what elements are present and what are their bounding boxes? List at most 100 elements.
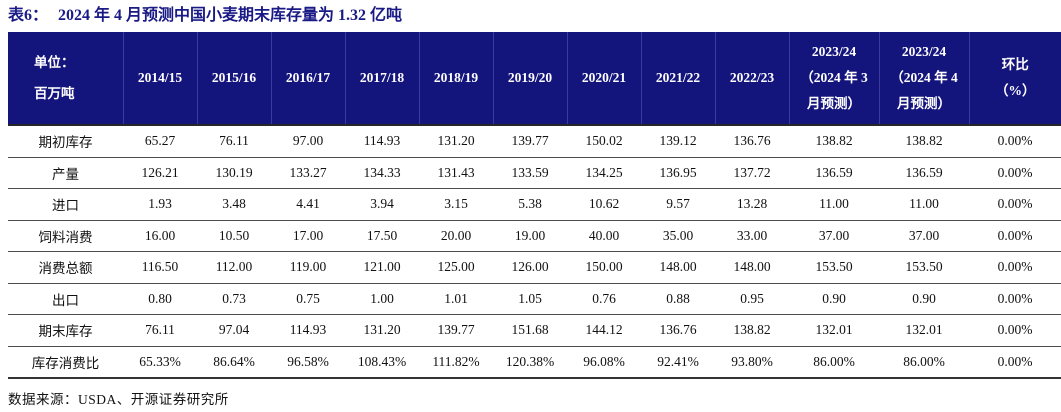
value-cell: 0.95 xyxy=(715,283,789,316)
value-cell: 5.38 xyxy=(493,188,567,221)
value-cell: 134.25 xyxy=(567,157,641,190)
value-cell: 138.82 xyxy=(715,314,789,347)
value-cell: 114.93 xyxy=(345,125,419,158)
value-cell: 19.00 xyxy=(493,220,567,253)
header-row: 单位： 百万吨 2014/15 2015/16 2016/17 2017/18 2018… xyxy=(8,32,1061,126)
header-cell: 2019/20 xyxy=(492,32,567,126)
value-cell: 126.00 xyxy=(493,251,567,284)
value-cell: 131.20 xyxy=(419,125,493,158)
header-cell: 2015/16 xyxy=(196,32,271,126)
value-cell: 136.59 xyxy=(879,157,969,190)
value-cell: 132.01 xyxy=(789,314,879,347)
value-cell: 0.00% xyxy=(969,314,1061,347)
value-cell: 119.00 xyxy=(271,251,345,284)
value-cell: 0.76 xyxy=(567,283,641,316)
header-cell: 2020/21 xyxy=(566,32,641,126)
value-cell: 65.33% xyxy=(123,346,197,380)
value-cell: 65.27 xyxy=(123,125,197,158)
value-cell: 150.02 xyxy=(567,125,641,158)
row-label: 饲料消费 xyxy=(8,220,123,253)
value-cell: 0.00% xyxy=(969,125,1061,158)
value-cell: 136.59 xyxy=(789,157,879,190)
value-cell: 136.76 xyxy=(641,314,715,347)
value-cell: 35.00 xyxy=(641,220,715,253)
value-cell: 11.00 xyxy=(879,188,969,221)
value-cell: 114.93 xyxy=(271,314,345,347)
value-cell: 116.50 xyxy=(123,251,197,284)
value-cell: 138.82 xyxy=(789,125,879,158)
value-cell: 40.00 xyxy=(567,220,641,253)
value-cell: 0.90 xyxy=(879,283,969,316)
value-cell: 136.76 xyxy=(715,125,789,158)
value-cell: 0.90 xyxy=(789,283,879,316)
value-cell: 153.50 xyxy=(789,251,879,284)
value-cell: 126.21 xyxy=(123,157,197,190)
value-cell: 148.00 xyxy=(641,251,715,284)
value-cell: 131.43 xyxy=(419,157,493,190)
value-cell: 108.43% xyxy=(345,346,419,380)
data-source: 数据来源：USDA、开源证券研究所 xyxy=(8,392,229,408)
value-cell: 76.11 xyxy=(123,314,197,347)
value-cell: 86.00% xyxy=(879,346,969,380)
value-cell: 13.28 xyxy=(715,188,789,221)
header-cell: 2016/17 xyxy=(270,32,345,126)
row-label: 产量 xyxy=(8,157,123,190)
value-cell: 16.00 xyxy=(123,220,197,253)
value-cell: 33.00 xyxy=(715,220,789,253)
row-label: 出口 xyxy=(8,283,123,316)
header-cell: 2022/23 xyxy=(714,32,789,126)
value-cell: 0.75 xyxy=(271,283,345,316)
row-label: 消费总额 xyxy=(8,251,123,284)
table-row: 产量 126.21 130.19 133.27 134.33 131.43 133.59 13… xyxy=(8,157,1061,190)
value-cell: 148.00 xyxy=(715,251,789,284)
value-cell: 20.00 xyxy=(419,220,493,253)
table-title-prefix: 表6： xyxy=(8,7,49,24)
table-body: 期初库存 65.27 76.11 97.00 114.93 131.20 139.77 150… xyxy=(8,125,1061,380)
value-cell: 86.00% xyxy=(789,346,879,380)
value-cell: 3.94 xyxy=(345,188,419,221)
value-cell: 97.00 xyxy=(271,125,345,158)
header-cell: 2017/18 xyxy=(344,32,419,126)
value-cell: 93.80% xyxy=(715,346,789,380)
value-cell: 0.00% xyxy=(969,346,1061,380)
value-cell: 151.68 xyxy=(493,314,567,347)
table-title-text: 2024 年 4 月预测中国小麦期末库存量为 1.32 亿吨 xyxy=(58,7,403,24)
value-cell: 0.88 xyxy=(641,283,715,316)
value-cell: 3.48 xyxy=(197,188,271,221)
value-cell: 17.00 xyxy=(271,220,345,253)
table-row: 库存消费比 65.33% 86.64% 96.58% 108.43% 111.82% 120… xyxy=(8,346,1061,380)
value-cell: 4.41 xyxy=(271,188,345,221)
value-cell: 111.82% xyxy=(419,346,493,380)
table-row: 饲料消费 16.00 10.50 17.00 17.50 20.00 19.00 40.00 3… xyxy=(8,220,1061,253)
table-row: 期初库存 65.27 76.11 97.00 114.93 131.20 139.77 150… xyxy=(8,125,1061,158)
table-row: 消费总额 116.50 112.00 119.00 121.00 125.00 126.00… xyxy=(8,251,1061,284)
value-cell: 112.00 xyxy=(197,251,271,284)
header-cell: 2021/22 xyxy=(640,32,715,126)
header-cell: 环比 （%） xyxy=(968,32,1061,126)
value-cell: 0.80 xyxy=(123,283,197,316)
value-cell: 17.50 xyxy=(345,220,419,253)
row-label: 期初库存 xyxy=(8,125,123,158)
header-cell: 2023/24 （2024 年 4 月预测） xyxy=(878,32,969,126)
value-cell: 37.00 xyxy=(789,220,879,253)
value-cell: 131.20 xyxy=(345,314,419,347)
header-cell: 2023/24 （2024 年 3 月预测） xyxy=(788,32,879,126)
value-cell: 86.64% xyxy=(197,346,271,380)
value-cell: 139.77 xyxy=(419,314,493,347)
value-cell: 1.05 xyxy=(493,283,567,316)
table-row: 进口 1.93 3.48 4.41 3.94 3.15 5.38 10.62 9.57 13.28… xyxy=(8,188,1061,221)
value-cell: 133.27 xyxy=(271,157,345,190)
value-cell: 139.12 xyxy=(641,125,715,158)
value-cell: 139.77 xyxy=(493,125,567,158)
table-title: 表6： 2024 年 4 月预测中国小麦期末库存量为 1.32 亿吨 xyxy=(8,6,1061,25)
value-cell: 3.15 xyxy=(419,188,493,221)
value-cell: 96.08% xyxy=(567,346,641,380)
row-label: 期末库存 xyxy=(8,314,123,347)
value-cell: 125.00 xyxy=(419,251,493,284)
value-cell: 0.00% xyxy=(969,157,1061,190)
value-cell: 136.95 xyxy=(641,157,715,190)
value-cell: 153.50 xyxy=(879,251,969,284)
value-cell: 144.12 xyxy=(567,314,641,347)
value-cell: 96.58% xyxy=(271,346,345,380)
